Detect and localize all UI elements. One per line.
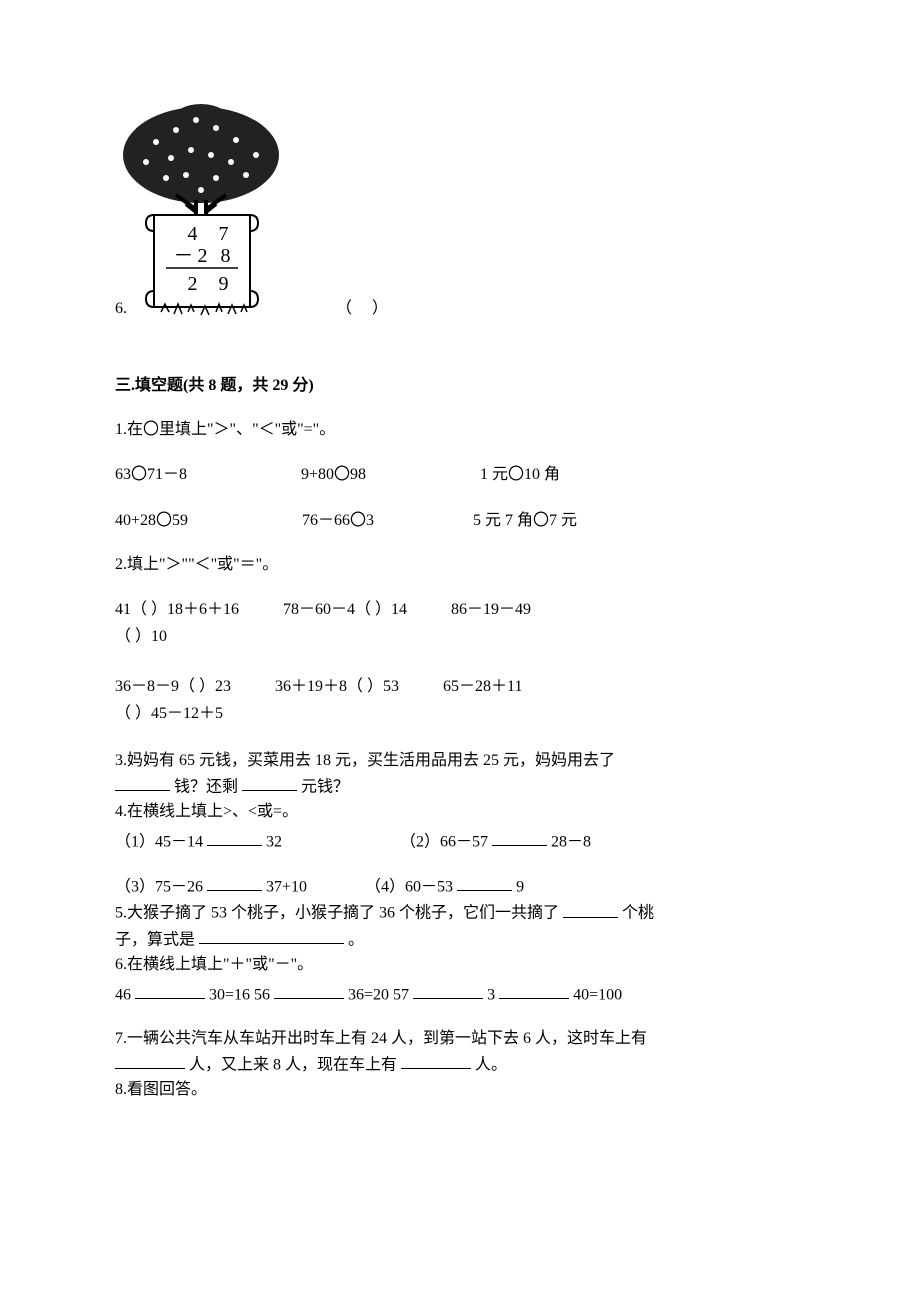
- svg-text:2 9: 2 9: [188, 273, 237, 295]
- s3-q1-row2: 40+28〇59 76－66〇3 5 元 7 角〇7 元: [115, 507, 805, 534]
- s3q5-b: 个桃: [622, 905, 654, 922]
- q6-paren-blank: （ ）: [336, 294, 396, 318]
- s3q5-c: 子，算式是: [115, 931, 195, 948]
- s3-q2-lead: 2.填上"＞""＜"或"＝"。: [115, 552, 805, 578]
- s3q7-a: 7.一辆公共汽车从车站开出时车上有 24 人，到第一站下去 6 人，这时车上有: [115, 1030, 647, 1047]
- s3q2-r1-a: 41（ ）18＋6＋16: [115, 601, 239, 618]
- section-3-title: 三.填空题(共 8 题，共 29 分): [115, 371, 805, 395]
- s3q2-r2-c: 65－28＋11: [443, 678, 522, 695]
- blank: [274, 982, 344, 1000]
- s3q4-r1a: （1）45－14: [115, 833, 203, 850]
- blank: [207, 874, 262, 892]
- s3q2-r2-a: 36－8－9（ ）23: [115, 678, 231, 695]
- blank: [499, 982, 569, 1000]
- svg-text:4 7: 4 7: [188, 223, 237, 245]
- blank: [135, 982, 205, 1000]
- s3q2-r2b: （ ）45－12＋5: [115, 705, 223, 722]
- s3-q1-lead: 1.在〇里填上"＞"、"＜"或"="。: [115, 417, 805, 443]
- s3q4-r2d: 9: [516, 878, 524, 895]
- s3q3-l2b: 钱？还剩: [174, 778, 238, 795]
- s3q1-r2-c: 5 元 7 角〇7 元: [473, 512, 577, 529]
- s3q1-r1-b: 9+80〇98: [301, 466, 366, 483]
- s3q1-r2-a: 40+28〇59: [115, 512, 188, 529]
- tree-canopy-icon: [123, 104, 279, 203]
- blank: [115, 1052, 185, 1070]
- s3-q5: 5.大猴子摘了 53 个桃子，小猴子摘了 36 个桃子，它们一共摘了 个桃 子，…: [115, 900, 805, 953]
- s3q5-a: 5.大猴子摘了 53 个桃子，小猴子摘了 36 个桃子，它们一共摘了: [115, 905, 559, 922]
- s3-q6-lead: 6.在横线上填上"＋"或"－"。: [115, 953, 805, 978]
- s3-q4-row2: （3）75－26 37+10 （4）60－53 9: [115, 874, 805, 900]
- s3q1-r1-c: 1 元〇10 角: [480, 466, 560, 483]
- s3q7-b: 人，又上来 8 人，现在车上有: [189, 1056, 397, 1073]
- s3q3-l2c: 元钱？: [301, 778, 349, 795]
- scroll-frame-icon: 4 7 －2 8 2 9: [146, 215, 258, 307]
- s3q6-b: 30=16 56: [209, 986, 270, 1003]
- svg-text:－2 8: －2 8: [174, 245, 235, 267]
- s3q4-r1b: 32: [266, 833, 282, 850]
- blank: [563, 900, 618, 918]
- tree-scroll-image: 4 7 －2 8 2 9: [116, 100, 286, 330]
- blank: [492, 829, 547, 847]
- s3q4-r1d: 28－8: [551, 833, 591, 850]
- s3q4-r2a: （3）75－26: [115, 878, 203, 895]
- s3-q6-line: 46 30=16 56 36=20 57 3 40=100: [115, 982, 805, 1009]
- s3q2-r1-c: 86－19－49: [451, 601, 531, 618]
- blank: [199, 927, 344, 945]
- s3q4-r2b: 37+10: [266, 878, 307, 895]
- s3q4-r1c: （2）66－57: [400, 833, 488, 850]
- s3q6-d: 3: [487, 986, 495, 1003]
- question-6-row: 6.: [115, 100, 805, 326]
- s3q5-d: 。: [348, 931, 364, 948]
- blank: [413, 982, 483, 1000]
- s3q6-a: 46: [115, 986, 131, 1003]
- s3-q7: 7.一辆公共汽车从车站开出时车上有 24 人，到第一站下去 6 人，这时车上有 …: [115, 1027, 805, 1078]
- blank: [457, 874, 512, 892]
- s3q2-r2-b: 36＋19＋8（ ）53: [275, 678, 399, 695]
- s3q1-r2-b: 76－66〇3: [302, 512, 374, 529]
- s3-q4-lead: 4.在横线上填上>、<或=。: [115, 800, 805, 825]
- s3-q2-row2: 36－8－9（ ）23 36＋19＋8（ ）53 65－28＋11 （ ）45－…: [115, 673, 805, 727]
- s3q7-c: 人。: [475, 1056, 507, 1073]
- s3-q8-lead: 8.看图回答。: [115, 1078, 805, 1103]
- s3q2-r1-b: 78－60－4（ ）14: [283, 601, 407, 618]
- s3q1-r1-a: 63〇71－8: [115, 466, 187, 483]
- s3-q4-row1: （1）45－14 32 （2）66－57 28－8: [115, 829, 805, 856]
- s3-q2-row1: 41（ ）18＋6＋16 78－60－4（ ）14 86－19－49 （ ）10: [115, 596, 805, 650]
- s3q3-l1a: 3.妈妈有 65 元钱，买菜用去 18 元，买生活用品用去 25 元，妈妈用去了: [115, 752, 615, 769]
- s3q4-r2c: （4）60－53: [365, 878, 453, 895]
- blank: [242, 774, 297, 792]
- s3-q1-row1: 63〇71－8 9+80〇98 1 元〇10 角: [115, 461, 805, 488]
- s3q6-c: 36=20 57: [348, 986, 409, 1003]
- s3q6-e: 40=100: [573, 986, 622, 1003]
- blank: [207, 829, 262, 847]
- blank: [115, 774, 170, 792]
- s3-q3: 3.妈妈有 65 元钱，买菜用去 18 元，买生活用品用去 25 元，妈妈用去了…: [115, 749, 805, 800]
- s3q2-r1b: （ ）10: [115, 628, 167, 645]
- blank: [401, 1052, 471, 1070]
